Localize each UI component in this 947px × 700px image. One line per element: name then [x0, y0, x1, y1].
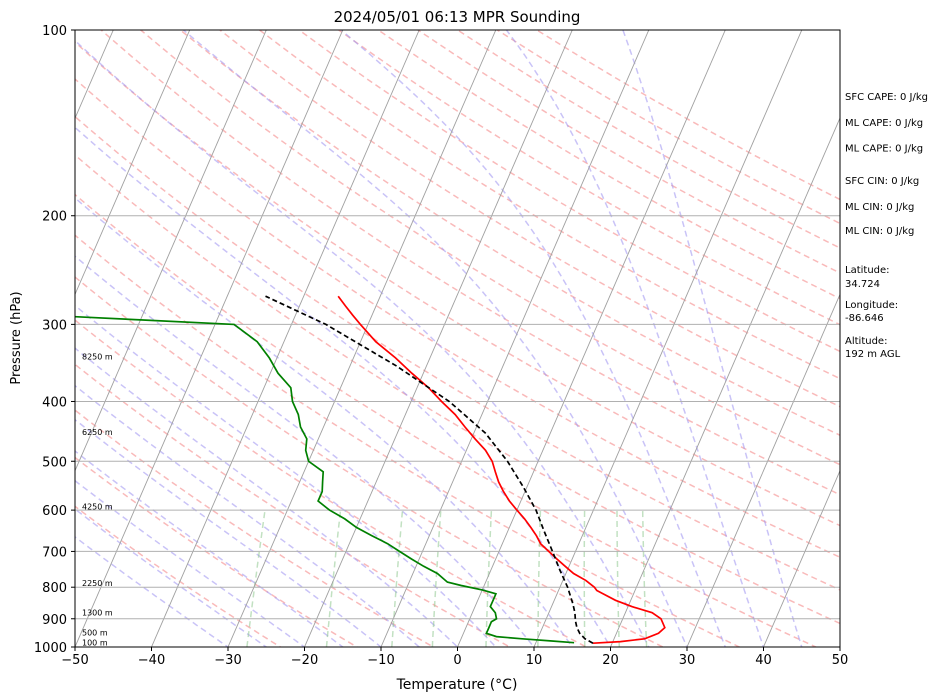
isotherm-line [610, 116, 840, 647]
y-tick-label: 700 [42, 545, 67, 560]
moist-adiabat-line [75, 347, 459, 647]
height-label: 500 m [82, 629, 108, 638]
moist-adiabat-line [340, 30, 727, 647]
isobar-gridlines [75, 30, 840, 647]
dry-adiabat-line [75, 154, 840, 625]
moist-adiabat-line [75, 479, 306, 647]
height-label: 8250 m [82, 352, 113, 361]
height-label: 2250 m [82, 579, 113, 588]
isotherm-line [686, 293, 840, 647]
parameter-annotation: Altitude: [845, 336, 887, 347]
isotherm-line [75, 30, 267, 472]
y-tick-label: 500 [42, 455, 67, 470]
moist-adiabat-line [75, 418, 383, 647]
y-tick-label: 800 [42, 581, 67, 596]
x-axis-label: Temperature (°C) [396, 677, 518, 693]
parameter-annotation: 34.724 [845, 279, 880, 290]
dry-adiabat-line [75, 456, 359, 647]
parameter-annotation: SFC CAPE: 0 J/kg [845, 92, 928, 103]
moist-adiabat-line [505, 30, 765, 647]
dry-adiabat-line [75, 319, 589, 647]
isotherm-line [380, 30, 650, 647]
y-axis-ticks: 1000 900 800 700 600 500 400 300 200 100 [34, 24, 75, 656]
x-tick-label: −40 [138, 653, 165, 668]
parameter-annotation: -86.646 [845, 313, 884, 324]
isotherm-line [457, 30, 726, 647]
y-tick-label: 300 [42, 318, 67, 333]
x-tick-label: 50 [832, 653, 849, 668]
moist-adiabats [75, 30, 803, 647]
isotherm-line [304, 30, 573, 647]
dry-adiabat-line [75, 41, 840, 527]
dewpoint-trace [75, 315, 575, 644]
parameter-annotation: Latitude: [845, 265, 890, 276]
moist-adiabat-line [75, 304, 497, 647]
parameter-annotation: ML CAPE: 0 J/kg [845, 143, 923, 154]
moist-adiabat-line [75, 126, 612, 647]
x-tick-label: −20 [291, 653, 318, 668]
dry-adiabat-line [100, 30, 840, 496]
x-tick-label: −30 [214, 653, 241, 668]
moist-adiabat-line [75, 196, 574, 647]
dry-adiabat-line [75, 276, 665, 647]
parameter-annotation: ML CIN: 0 J/kg [845, 202, 914, 213]
parameter-annotation: 192 m AGL [845, 349, 901, 360]
y-tick-label: 400 [42, 396, 67, 411]
isotherm-line [533, 30, 803, 647]
dry-adiabat-line [338, 30, 840, 326]
y-tick-label: 100 [42, 24, 67, 39]
dry-adiabat-line [75, 78, 840, 559]
moist-adiabat-line [75, 255, 535, 647]
dry-adiabats [75, 30, 840, 647]
y-axis-label: Pressure (hPa) [9, 291, 24, 384]
isotherm-line [227, 30, 497, 647]
x-tick-label: 40 [755, 653, 772, 668]
parcel-trace [265, 295, 594, 644]
dry-adiabat-line [75, 363, 512, 647]
moist-adiabat-line [75, 39, 650, 647]
parameter-annotation: ML CIN: 0 J/kg [845, 226, 914, 237]
y-tick-label: 200 [42, 210, 67, 225]
parameter-annotation: Longitude: [845, 300, 898, 311]
dry-adiabat-line [75, 505, 282, 647]
sounding-traces [75, 295, 666, 645]
dry-adiabat-line [75, 115, 840, 591]
dry-adiabat-line [259, 30, 840, 380]
isotherm-line [75, 30, 344, 647]
plot-area [75, 30, 840, 647]
x-tick-label: 30 [679, 653, 696, 668]
y-tick-label: 900 [42, 613, 67, 628]
dry-adiabat-line [75, 234, 742, 647]
isotherm-line [75, 30, 191, 296]
x-tick-label: −50 [61, 653, 88, 668]
moist-adiabat-line [75, 450, 345, 647]
dry-adiabat-line [140, 30, 840, 466]
height-label: 100 m [82, 639, 108, 648]
moist-adiabat-line [622, 30, 803, 647]
sounding-parameters: SFC CAPE: 0 J/kg ML CAPE: 0 J/kg ML CAPE: … [845, 92, 928, 360]
height-label: 4250 m [82, 503, 113, 512]
y-tick-label: 600 [42, 504, 67, 519]
height-label: 6250 m [82, 428, 113, 437]
temperature-trace [337, 295, 666, 645]
x-tick-label: −10 [367, 653, 394, 668]
x-axis-ticks: −50 −40 −30 −20 −10 0 10 20 30 40 50 [61, 647, 848, 668]
isotherm-line [151, 30, 420, 647]
skewed-isotherms [75, 30, 840, 647]
parameter-annotation: SFC CIN: 0 J/kg [845, 176, 919, 187]
isotherm-line [763, 469, 840, 647]
moist-adiabat-line [75, 384, 421, 647]
chart-title: 2024/05/01 06:13 MPR Sounding [334, 8, 581, 26]
parameter-annotation: ML CAPE: 0 J/kg [845, 118, 923, 129]
x-tick-label: 0 [453, 653, 461, 668]
x-tick-label: 10 [526, 653, 543, 668]
dry-adiabat-line [219, 30, 840, 408]
y-tick-label: 1000 [34, 641, 67, 656]
moist-adiabat-line [183, 30, 688, 647]
height-label: 1300 m [82, 609, 113, 618]
x-tick-label: 20 [602, 653, 619, 668]
